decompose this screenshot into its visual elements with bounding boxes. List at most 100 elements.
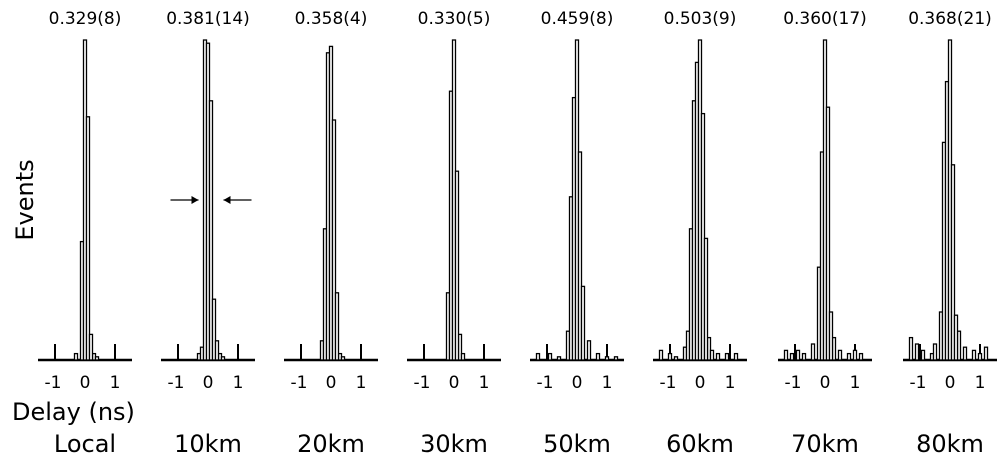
y-axis-label: Events — [11, 159, 39, 240]
x-tick-label: 0 — [203, 373, 214, 393]
noise-bar — [801, 352, 807, 361]
histogram-bar — [454, 170, 460, 361]
fwhm-label: 0.358(4) — [295, 9, 368, 29]
noise-bar — [673, 356, 679, 361]
noise-bar — [789, 352, 795, 361]
x-tick-label: 0 — [326, 373, 337, 393]
noise-bar — [586, 340, 592, 361]
distance-label: 50km — [543, 430, 611, 458]
noise-bar — [852, 349, 858, 361]
histogram-bar — [950, 164, 956, 361]
fwhm-arrowhead-left — [191, 196, 199, 204]
histogram-bar — [208, 100, 214, 361]
x-tick-label: 1 — [725, 373, 736, 393]
x-tick-label: 1 — [110, 373, 121, 393]
distance-label: 20km — [297, 430, 365, 458]
x-axis-label: Delay (ns) — [12, 398, 135, 426]
noise-bar — [977, 352, 983, 361]
x-tick-label: 0 — [572, 373, 583, 393]
x-tick-label: 0 — [695, 373, 706, 393]
noise-bar — [535, 352, 541, 361]
noise-bar — [983, 346, 989, 361]
histogram-bar — [331, 119, 337, 361]
histogram-panel: 0.381(14) -1 0 1 10km — [161, 9, 255, 458]
fwhm-label: 0.503(9) — [664, 9, 737, 29]
x-tick-label: -1 — [168, 373, 185, 393]
noise-bar — [932, 343, 938, 361]
x-tick-label: 0 — [80, 373, 91, 393]
noise-bar — [94, 356, 100, 361]
fwhm-label: 0.360(17) — [783, 9, 867, 29]
histogram-panel: 0.360(17) -1 0 1 70km — [778, 9, 872, 458]
noise-bar — [724, 352, 730, 361]
histogram-bar — [577, 151, 583, 361]
x-tick-label: -1 — [291, 373, 308, 393]
distance-label: Local — [54, 430, 116, 458]
x-tick-label: -1 — [45, 373, 62, 393]
histogram-bar — [825, 106, 831, 361]
x-tick-label: 1 — [233, 373, 244, 393]
x-tick-label: 1 — [850, 373, 861, 393]
x-tick-label: 1 — [975, 373, 986, 393]
noise-bar — [962, 346, 968, 361]
distance-label: 60km — [666, 430, 734, 458]
noise-bar — [783, 349, 789, 361]
noise-bar — [658, 349, 664, 361]
distance-label: 10km — [174, 430, 242, 458]
fwhm-label: 0.368(21) — [908, 9, 992, 29]
noise-bar — [846, 352, 852, 361]
histogram-bar — [85, 116, 91, 361]
noise-bar — [340, 356, 346, 361]
x-tick-label: 1 — [602, 373, 613, 393]
x-tick-label: -1 — [660, 373, 677, 393]
noise-bar — [556, 356, 562, 361]
fwhm-label: 0.330(5) — [418, 9, 491, 29]
histogram-bar — [211, 298, 217, 361]
distance-label: 80km — [916, 430, 984, 458]
fwhm-arrowhead-right — [223, 196, 231, 204]
histogram-panel: 0.459(8) -1 0 1 50km — [530, 9, 624, 458]
distance-label: 30km — [420, 430, 488, 458]
x-tick-label: 0 — [945, 373, 956, 393]
histogram-bar — [700, 112, 706, 361]
x-tick-label: 1 — [356, 373, 367, 393]
noise-bar — [667, 352, 673, 361]
noise-bar — [908, 336, 914, 361]
noise-bar — [971, 349, 977, 361]
noise-bar — [220, 356, 226, 361]
x-tick-label: 1 — [479, 373, 490, 393]
noise-bar — [810, 343, 816, 361]
x-tick-label: -1 — [785, 373, 802, 393]
noise-bar — [858, 352, 864, 361]
histogram-bar — [828, 311, 834, 361]
noise-bar — [920, 349, 926, 361]
noise-bar — [709, 349, 715, 361]
fwhm-label: 0.459(8) — [541, 9, 614, 29]
noise-bar — [73, 352, 79, 361]
histogram-bar — [214, 340, 220, 361]
x-tick-label: -1 — [537, 373, 554, 393]
x-tick-label: -1 — [910, 373, 927, 393]
histogram-bar — [580, 285, 586, 361]
noise-bar — [547, 352, 553, 361]
histogram-panel: 0.330(5) -1 0 1 30km — [407, 9, 501, 458]
fwhm-label: 0.329(8) — [49, 9, 122, 29]
noise-bar — [595, 352, 601, 361]
histogram-panel: 0.329(8) -1 0 1 Local — [38, 9, 132, 458]
noise-bar — [460, 352, 466, 361]
distance-label: 70km — [791, 430, 859, 458]
noise-bar — [795, 349, 801, 361]
histogram-panel: 0.503(9) -1 0 1 60km — [653, 9, 747, 458]
histogram-panel: 0.358(4) -1 0 1 20km — [284, 9, 378, 458]
noise-bar — [733, 352, 739, 361]
noise-bar — [914, 343, 920, 361]
noise-bar — [715, 352, 721, 361]
histogram-bar — [88, 333, 94, 361]
histogram-bar — [953, 314, 959, 361]
histogram-bar — [703, 237, 709, 361]
noise-bar — [837, 349, 843, 361]
fwhm-label: 0.381(14) — [166, 9, 250, 29]
x-tick-label: 0 — [449, 373, 460, 393]
